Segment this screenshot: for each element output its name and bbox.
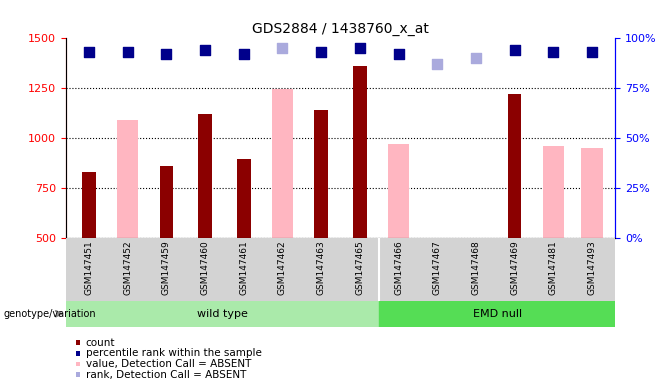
Text: GSM147452: GSM147452 [123, 241, 132, 295]
Text: GSM147469: GSM147469 [510, 241, 519, 295]
Bar [582, 148, 603, 238]
Point [238, 51, 249, 58]
Bar [237, 159, 251, 238]
Text: GSM147461: GSM147461 [240, 241, 248, 295]
Text: GSM147463: GSM147463 [316, 241, 326, 295]
Point [161, 51, 172, 58]
Bar [508, 94, 521, 238]
Point [509, 47, 520, 53]
Point [355, 45, 365, 51]
Bar [379, 301, 615, 327]
Bar [543, 146, 564, 238]
Text: GSM147493: GSM147493 [588, 241, 597, 295]
Text: EMD null: EMD null [472, 309, 522, 319]
Bar [388, 144, 409, 238]
Point [316, 49, 326, 55]
Text: percentile rank within the sample: percentile rank within the sample [86, 348, 261, 358]
Text: GSM147451: GSM147451 [84, 241, 93, 295]
Text: genotype/variation: genotype/variation [3, 309, 96, 319]
Point [587, 49, 597, 55]
Bar [315, 110, 328, 238]
Text: GSM147481: GSM147481 [549, 241, 558, 295]
Point [200, 47, 211, 53]
Point [84, 49, 94, 55]
Point [122, 49, 133, 55]
Bar [117, 120, 138, 238]
Point [393, 51, 404, 58]
Point [470, 55, 481, 61]
Title: GDS2884 / 1438760_x_at: GDS2884 / 1438760_x_at [252, 22, 429, 36]
Text: value, Detection Call = ABSENT: value, Detection Call = ABSENT [86, 359, 251, 369]
Text: GSM147467: GSM147467 [433, 241, 442, 295]
Text: rank, Detection Call = ABSENT: rank, Detection Call = ABSENT [86, 370, 246, 380]
Point [432, 61, 443, 68]
Text: count: count [86, 338, 115, 348]
Bar [66, 301, 379, 327]
Bar [198, 114, 212, 238]
Text: GSM147466: GSM147466 [394, 241, 403, 295]
Text: GSM147468: GSM147468 [471, 241, 480, 295]
Point [277, 45, 288, 51]
Text: GSM147462: GSM147462 [278, 241, 287, 295]
Bar [82, 172, 96, 238]
Bar [272, 89, 293, 238]
Text: wild type: wild type [197, 309, 248, 319]
Text: GSM147459: GSM147459 [162, 241, 171, 295]
Bar [160, 166, 173, 238]
Bar [353, 66, 367, 238]
Point [548, 49, 559, 55]
Text: GSM147465: GSM147465 [355, 241, 365, 295]
Text: GSM147460: GSM147460 [201, 241, 210, 295]
